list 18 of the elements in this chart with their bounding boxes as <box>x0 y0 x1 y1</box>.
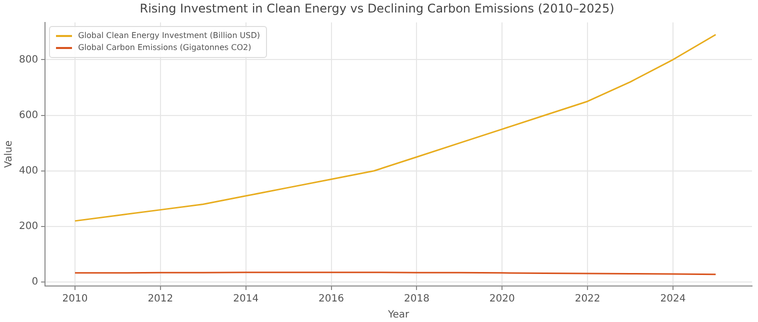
legend-label: Global Carbon Emissions (Gigatonnes CO2) <box>78 42 252 54</box>
chart-title: Rising Investment in Clean Energy vs Declining Carbon Emissions (2010–2025) <box>140 1 614 16</box>
y-tick-label: 0 <box>32 276 38 288</box>
y-tick-label: 400 <box>18 165 38 176</box>
y-tick-label: 800 <box>18 54 38 66</box>
x-tick-label: 2018 <box>404 294 430 305</box>
x-tick-label: 2016 <box>318 294 344 305</box>
x-tick-label: 2024 <box>660 294 686 305</box>
y-tick-label: 200 <box>18 221 38 232</box>
x-tick-label: 2022 <box>574 294 600 305</box>
x-tick-label: 2014 <box>233 294 259 305</box>
x-axis-title: Year <box>386 310 410 321</box>
y-tick-label: 600 <box>18 110 38 121</box>
legend-label: Global Clean Energy Investment (Billion USD) <box>78 30 260 42</box>
x-tick-label: 2010 <box>62 294 88 305</box>
x-tick-label: 2012 <box>148 294 174 305</box>
y-axis-title: Value <box>4 140 15 168</box>
x-tick-label: 2020 <box>489 294 515 305</box>
